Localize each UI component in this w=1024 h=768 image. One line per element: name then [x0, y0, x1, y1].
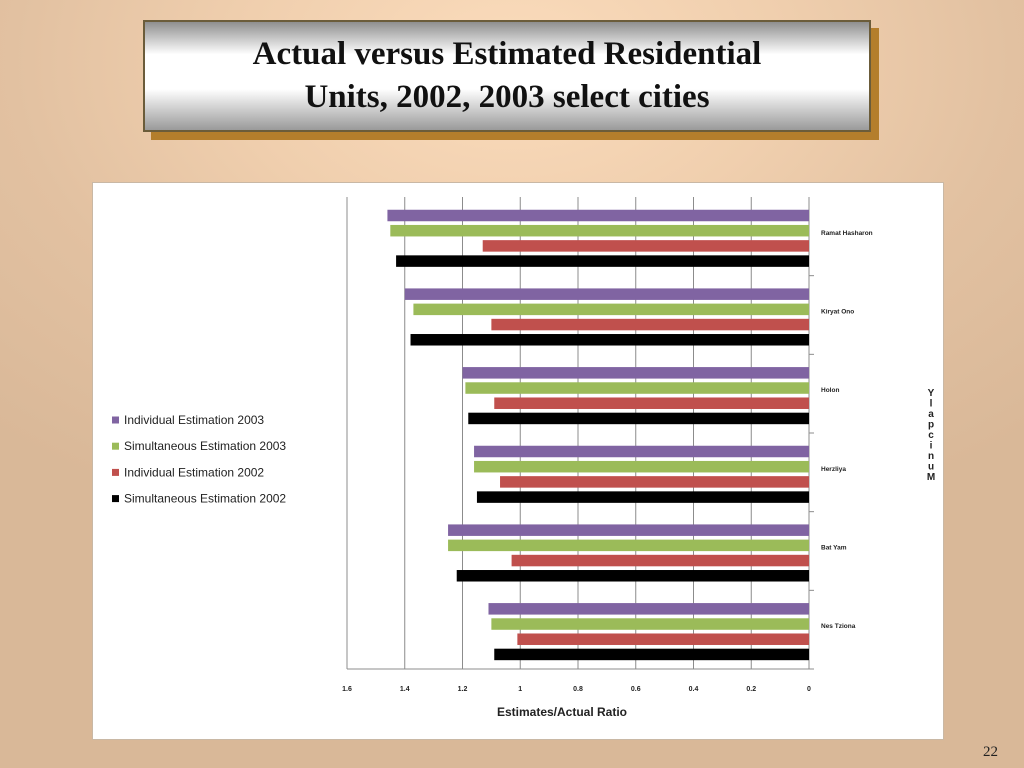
- x-tick-label: 1.2: [458, 686, 468, 693]
- legend-swatch: [112, 468, 119, 476]
- x-tick-label: 1: [518, 686, 522, 693]
- x-axis-title: Estimates/Actual Ratio: [497, 705, 627, 719]
- bar: [465, 382, 809, 394]
- legend-label: Simultaneous Estimation 2002: [124, 492, 286, 506]
- y-axis-title-char: Y: [928, 388, 935, 399]
- x-tick-label: 0.4: [689, 686, 699, 693]
- bar: [494, 397, 809, 409]
- y-axis-title-char: n: [928, 451, 934, 462]
- bar: [404, 288, 809, 300]
- bar: [476, 491, 809, 503]
- category-label: Ramat Hasharon: [821, 230, 873, 237]
- bar: [494, 648, 809, 661]
- bar: [448, 539, 809, 552]
- bar: [456, 570, 809, 582]
- legend-swatch: [112, 495, 119, 503]
- y-axis-title-char: a: [928, 409, 934, 420]
- bar: [491, 618, 809, 630]
- legend-label: Individual Estimation 2002: [124, 465, 264, 479]
- legend-label: Simultaneous Estimation 2003: [124, 439, 286, 453]
- bar: [500, 476, 809, 488]
- bar: [511, 554, 809, 567]
- x-tick-label: 0.2: [746, 686, 756, 693]
- bar: [491, 318, 809, 331]
- bar: [396, 255, 809, 267]
- bar: [474, 445, 809, 458]
- legend-swatch: [112, 442, 119, 450]
- title-line-2: Units, 2002, 2003 select cities: [304, 79, 710, 115]
- category-label: Herzliya: [821, 466, 846, 473]
- bar: [448, 524, 809, 536]
- bar: [462, 367, 809, 379]
- category-label: Bat Yam: [821, 544, 847, 551]
- y-axis-title-char: M: [927, 472, 935, 483]
- y-axis-title-char: p: [928, 420, 934, 431]
- bar: [413, 303, 809, 316]
- category-label: Holon: [821, 387, 839, 394]
- y-axis-title-char: l: [930, 399, 933, 410]
- y-axis-title-char: i: [930, 441, 933, 452]
- bar: [390, 224, 809, 237]
- category-label: Kiryat Ono: [821, 308, 854, 315]
- bar: [468, 412, 809, 425]
- x-tick-label: 0.6: [631, 686, 641, 693]
- category-label: Nes Tziona: [821, 623, 856, 630]
- y-axis-title-char: c: [928, 430, 934, 441]
- legend-swatch: [112, 416, 119, 424]
- legend-label: Individual Estimation 2003: [124, 413, 264, 427]
- bar: [410, 334, 809, 346]
- bar: [474, 460, 809, 473]
- bar: [482, 240, 809, 252]
- x-tick-label: 1.6: [342, 686, 352, 693]
- x-tick-label: 0.8: [573, 686, 583, 693]
- y-axis-title-char: u: [928, 462, 934, 473]
- x-tick-label: 0: [807, 686, 811, 693]
- x-tick-label: 1.4: [400, 686, 410, 693]
- chart-frame: 1.6 1.4 1.2 1 0.8 0.6 0.4 0.2 0 Ramat Hasharon Kir…: [92, 182, 944, 740]
- title-line-1: Actual versus Estimated Residential: [252, 36, 762, 72]
- bar: [387, 209, 809, 222]
- slide-title: Actual versus Estimated Residential Unit…: [143, 20, 871, 132]
- bar-chart: 1.6 1.4 1.2 1 0.8 0.6 0.4 0.2 0 Ramat Hasharon Kir…: [112, 197, 935, 719]
- bar: [517, 633, 809, 645]
- bar: [488, 603, 809, 615]
- page-number: 22: [983, 744, 998, 760]
